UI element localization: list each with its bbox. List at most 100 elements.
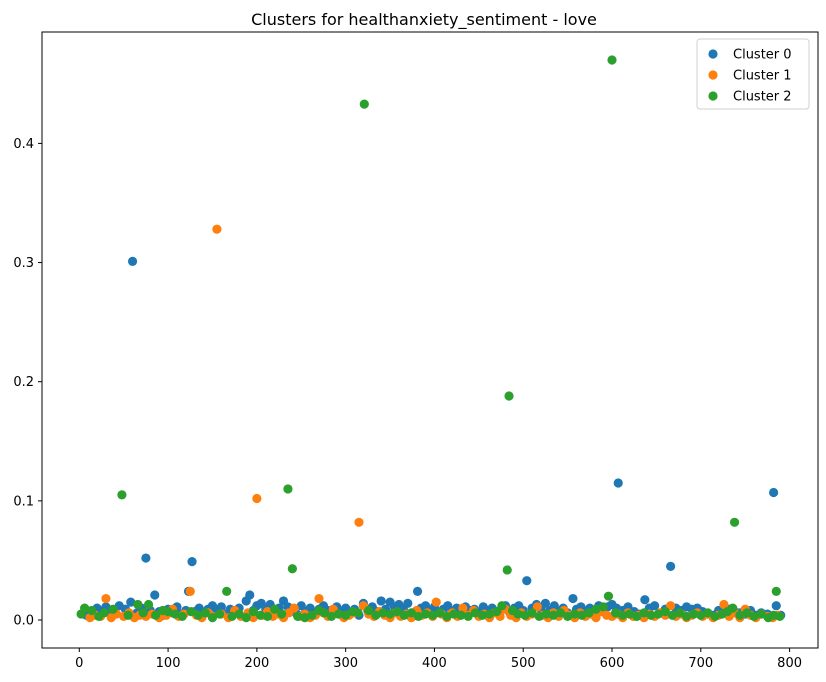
data-point xyxy=(293,611,303,622)
data-point xyxy=(126,597,136,607)
data-point xyxy=(728,603,738,613)
data-point xyxy=(150,590,160,600)
data-point xyxy=(769,487,779,498)
series-2 xyxy=(76,55,785,623)
data-point xyxy=(577,610,587,620)
data-point xyxy=(568,593,578,604)
data-point xyxy=(341,610,351,620)
data-point xyxy=(491,607,502,617)
data-point xyxy=(227,611,237,622)
data-point xyxy=(99,608,109,618)
data-point xyxy=(80,603,90,613)
data-point xyxy=(185,586,195,597)
x-tick-label: 0 xyxy=(75,656,83,671)
data-point xyxy=(771,586,781,597)
data-point xyxy=(502,565,512,575)
data-point xyxy=(406,608,416,618)
data-point xyxy=(522,576,532,586)
data-point xyxy=(591,613,601,623)
data-point xyxy=(540,598,551,608)
data-point xyxy=(484,609,495,619)
data-point xyxy=(385,609,395,619)
data-point xyxy=(603,591,614,601)
data-point xyxy=(214,609,225,619)
data-point xyxy=(403,598,413,608)
data-point xyxy=(319,608,329,618)
data-point xyxy=(252,493,262,504)
data-point xyxy=(689,609,699,619)
data-point xyxy=(520,610,530,620)
data-point xyxy=(193,610,203,620)
data-point xyxy=(212,224,222,234)
data-point xyxy=(255,610,266,620)
data-point xyxy=(314,593,324,604)
data-point xyxy=(639,608,649,618)
data-point xyxy=(442,611,452,622)
x-tick-label: 600 xyxy=(600,656,625,671)
data-point xyxy=(413,611,424,622)
data-point xyxy=(532,602,543,612)
legend-marker xyxy=(708,49,718,59)
x-tick-label: 700 xyxy=(688,656,713,671)
data-point xyxy=(143,599,154,610)
data-point xyxy=(378,608,388,618)
data-point xyxy=(376,596,386,606)
data-point xyxy=(591,604,601,614)
data-point xyxy=(133,599,143,610)
y-tick-label: 0.1 xyxy=(13,494,34,509)
legend-label: Cluster 2 xyxy=(733,90,792,105)
data-point xyxy=(735,610,745,620)
data-point xyxy=(87,605,97,616)
plot-frame xyxy=(41,31,819,649)
x-tick-label: 300 xyxy=(333,656,358,671)
data-point xyxy=(610,608,621,618)
legend: Cluster 0 Cluster 1 Cluster 2 xyxy=(696,38,810,110)
data-point xyxy=(632,611,642,622)
data-point xyxy=(307,610,317,620)
data-point xyxy=(681,611,692,622)
data-point xyxy=(326,611,337,622)
data-point xyxy=(163,607,173,617)
legend-marker xyxy=(708,91,718,101)
data-point xyxy=(504,391,514,401)
data-point xyxy=(570,609,580,619)
data-point xyxy=(200,608,210,618)
data-point xyxy=(283,484,293,494)
data-point xyxy=(359,99,369,109)
data-point xyxy=(399,610,409,620)
data-point xyxy=(541,609,551,619)
data-point xyxy=(749,611,759,622)
data-point xyxy=(186,607,196,617)
data-point xyxy=(138,608,148,618)
data-point xyxy=(127,256,138,266)
data-point xyxy=(674,608,685,618)
data-point xyxy=(151,610,161,620)
data-point xyxy=(449,609,459,619)
data-point xyxy=(262,611,273,622)
data-point xyxy=(456,610,466,620)
data-point xyxy=(742,608,752,618)
data-point xyxy=(108,604,118,614)
data-point xyxy=(667,610,677,620)
data-point xyxy=(660,607,670,617)
y-tick-label: 0.3 xyxy=(13,256,34,271)
data-point xyxy=(241,613,251,623)
chart-title: Clusters for healthanxiety_sentiment - l… xyxy=(251,10,597,30)
data-point xyxy=(646,610,656,620)
data-point xyxy=(729,517,740,527)
legend-box xyxy=(696,38,810,110)
data-point xyxy=(710,611,720,622)
data-point xyxy=(412,586,423,597)
data-point xyxy=(463,611,473,622)
data-point xyxy=(287,564,297,574)
data-point xyxy=(277,609,287,619)
data-point xyxy=(289,603,299,613)
data-point xyxy=(187,557,197,567)
x-tick-label: 500 xyxy=(511,656,536,671)
y-tick-label: 0.4 xyxy=(13,137,34,152)
data-point xyxy=(618,610,628,620)
data-point xyxy=(666,601,676,611)
data-point xyxy=(353,608,363,618)
x-tick-label: 200 xyxy=(244,656,269,671)
